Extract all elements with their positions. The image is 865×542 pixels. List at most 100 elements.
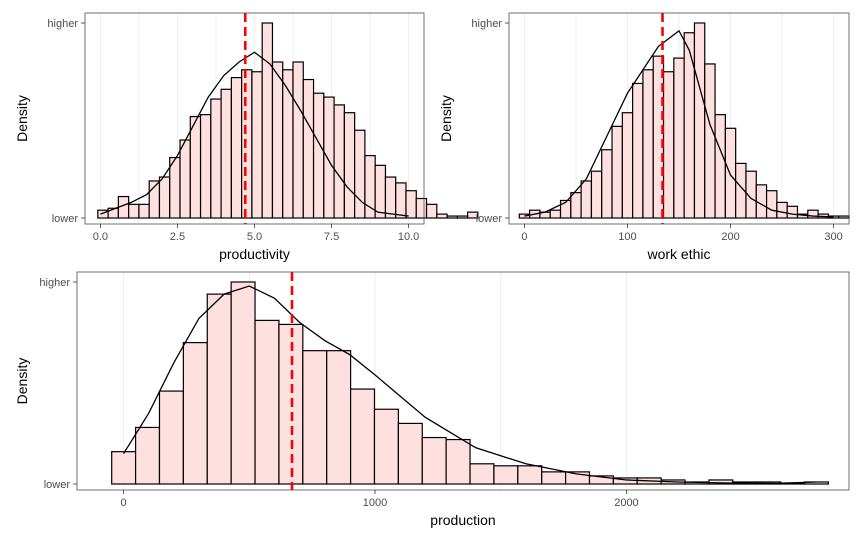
histogram-bar — [302, 78, 315, 219]
histogram-bar — [601, 149, 613, 219]
histogram-bar — [206, 293, 232, 485]
histogram-bar — [326, 350, 352, 485]
histogram-bar — [189, 115, 202, 219]
x-tick-label: 7.5 — [324, 231, 339, 243]
histogram-bar — [158, 176, 171, 219]
y-tick-label-higher: higher — [471, 18, 502, 30]
y-tick-label-lower: lower — [52, 213, 79, 225]
x-tick-label: 200 — [721, 231, 739, 243]
histogram-bar — [374, 164, 387, 219]
histogram-bar — [755, 184, 768, 219]
histogram-bar — [158, 390, 184, 485]
histogram-bar — [446, 215, 458, 219]
x-tick-label: 100 — [618, 231, 636, 243]
histogram-bar — [354, 129, 366, 219]
panel-border — [508, 12, 850, 225]
histogram-bar — [765, 190, 778, 219]
y-axis-title: Density — [438, 95, 454, 142]
histogram-bar — [632, 82, 644, 219]
histogram-bar — [395, 182, 407, 219]
x-tick-label: 0 — [521, 231, 527, 243]
histogram-bar — [241, 69, 253, 219]
y-axis-title: Density — [14, 358, 30, 405]
x-axis-title: productivity — [219, 246, 290, 262]
x-tick-label: 2000 — [614, 497, 638, 509]
histogram-bar — [349, 388, 376, 485]
histogram-bar — [642, 69, 654, 219]
x-tick-label: 10.0 — [398, 231, 419, 243]
y-tick-label-lower: lower — [476, 213, 503, 225]
histogram-bar — [776, 201, 788, 219]
histogram-bar — [134, 426, 161, 485]
histogram-bar — [838, 215, 850, 219]
histogram-bar — [199, 114, 212, 219]
histogram-bar — [138, 203, 150, 219]
histogram-bar — [364, 155, 376, 219]
histogram-bar — [467, 211, 479, 219]
histogram-bar — [425, 203, 438, 219]
histogram-bar — [182, 342, 208, 485]
work-ethic-histogram: 0 100 200 300 lower higher work ethic Density — [438, 12, 850, 262]
histogram-bar — [282, 69, 294, 219]
x-tick-label: 0 — [120, 497, 126, 509]
y-axis-title: Density — [14, 95, 30, 142]
histogram-bar — [549, 209, 562, 219]
histogram-bar — [128, 203, 140, 219]
x-tick-label: 0.0 — [93, 231, 108, 243]
histogram-bar — [621, 112, 634, 219]
productivity-histogram: 0.0 2.5 5.0 7.5 10.0 lower higher productivity D… — [14, 12, 479, 262]
production-histogram: 0 1000 2000 lower higher production Density — [14, 271, 850, 528]
y-tick-label-higher: higher — [47, 18, 78, 30]
histogram-bar — [786, 205, 799, 219]
histogram-bar — [292, 61, 304, 219]
histogram-bar — [493, 465, 519, 485]
histogram-bar — [230, 76, 243, 219]
histogram-bar — [271, 61, 284, 219]
x-tick-label: 5.0 — [247, 231, 262, 243]
histogram-bar — [714, 114, 726, 219]
histogram-bar — [693, 22, 706, 219]
density-curve — [524, 29, 834, 218]
histogram-bar — [724, 127, 737, 219]
x-tick-label: 300 — [824, 231, 842, 243]
histogram-bar — [673, 57, 685, 219]
histogram-bar — [570, 192, 582, 219]
x-tick-label: 1000 — [363, 497, 387, 509]
y-tick-label-lower: lower — [44, 479, 71, 491]
histogram-bar — [652, 55, 665, 219]
histogram-bar — [517, 465, 543, 485]
panel-border — [76, 271, 850, 491]
density-curve — [100, 51, 409, 217]
histogram-bar — [580, 180, 593, 219]
histogram-bar — [590, 170, 603, 219]
histogram-bar — [230, 281, 256, 485]
histogram-bar — [704, 63, 716, 219]
histogram-bar — [323, 96, 335, 219]
x-axis-title: work ethic — [646, 246, 710, 262]
histogram-bar — [415, 197, 428, 219]
histogram-bar — [302, 350, 328, 485]
y-tick-label-higher: higher — [39, 277, 70, 289]
histogram-bar — [261, 22, 274, 219]
histogram-bar — [254, 319, 280, 485]
histogram-bar — [445, 438, 471, 485]
histogram-bar — [343, 112, 356, 219]
histogram-bar — [312, 92, 325, 219]
histogram-bar — [333, 104, 345, 219]
histogram-bar — [111, 451, 137, 485]
histogram-bar — [251, 71, 263, 219]
histogram-bar — [469, 463, 495, 485]
histogram-bar — [683, 32, 696, 219]
histogram-bar — [210, 98, 222, 219]
density-curve — [122, 285, 816, 485]
histogram-bar — [541, 471, 567, 485]
histogram-bar — [405, 190, 417, 219]
histogram-bar — [179, 139, 191, 219]
histogram-bar — [169, 156, 181, 219]
x-axis-title: production — [430, 512, 495, 528]
histogram-bar — [436, 213, 448, 219]
histogram-bar — [397, 422, 423, 485]
histogram-bar — [456, 215, 469, 219]
histogram-bar — [421, 436, 447, 485]
